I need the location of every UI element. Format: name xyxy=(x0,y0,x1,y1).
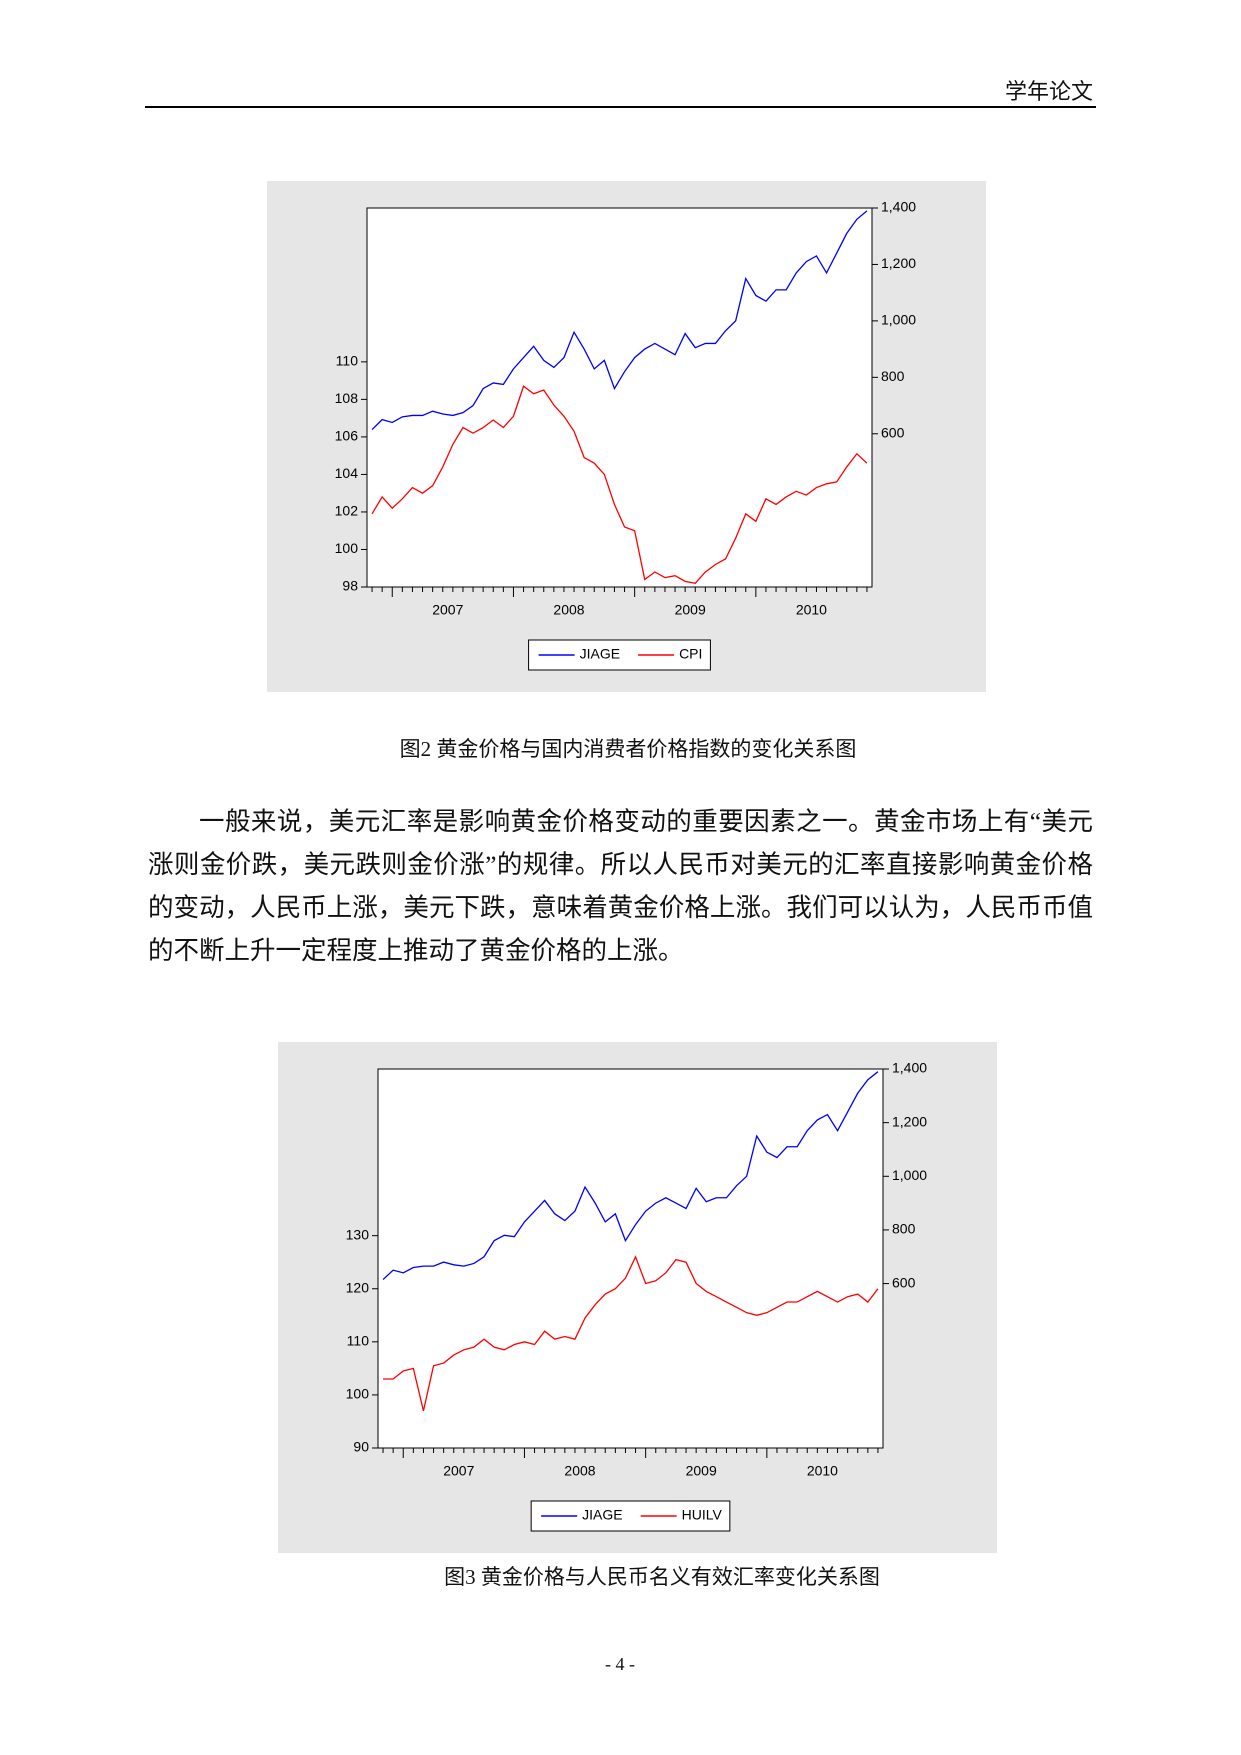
y-tick-label: 110 xyxy=(336,353,359,369)
y2-tick-label: 800 xyxy=(892,1221,916,1237)
y2-tick-label: 1,200 xyxy=(881,255,916,271)
plot-area xyxy=(377,1068,884,1449)
x-tick-label: 2009 xyxy=(675,602,706,618)
series-line xyxy=(371,385,868,584)
y2-tick-label: 1,400 xyxy=(881,199,916,215)
x-tick-label: 2007 xyxy=(432,602,463,618)
y-tick-label: 110 xyxy=(347,1333,370,1349)
y-tick-label: 100 xyxy=(335,540,359,556)
chart: 90 100 110 120 130 600 800 1,000 1,200 1,400 2007 2… xyxy=(346,1060,927,1532)
y2-tick-label: 1,400 xyxy=(892,1060,927,1076)
series-line xyxy=(382,1071,879,1281)
y-tick-label: 104 xyxy=(335,465,359,481)
legend-label: JIAGE xyxy=(580,646,620,662)
y-tick-label: 100 xyxy=(346,1386,370,1402)
y2-tick-label: 1,200 xyxy=(892,1113,927,1129)
body-paragraph: 一般来说，美元汇率是影响黄金价格变动的重要因素之一。黄金市场上有“美元涨则金价跌… xyxy=(148,807,1093,965)
figure-caption: 图2 黄金价格与国内消费者价格指数的变化关系图 xyxy=(399,737,857,761)
y2-tick-label: 1,000 xyxy=(892,1167,927,1183)
x-tick-label: 2008 xyxy=(564,1463,595,1479)
header-title: 学年论文 xyxy=(1004,79,1093,104)
chart: 98 100 102 104 106 108 110 600 800 1,000 1,200 1,40… xyxy=(335,199,916,671)
y-tick-label: 102 xyxy=(335,503,359,519)
y2-tick-label: 1,000 xyxy=(881,312,916,328)
y-tick-label: 106 xyxy=(335,428,359,444)
header-rule xyxy=(145,106,1096,108)
y-tick-label: 120 xyxy=(346,1279,370,1295)
x-tick-label: 2010 xyxy=(796,602,827,618)
legend-label: CPI xyxy=(679,646,702,662)
legend: JIAGE CPI xyxy=(528,639,711,671)
y2-tick-label: 600 xyxy=(892,1274,916,1290)
page-number: - 4 - xyxy=(605,1654,635,1674)
x-tick-label: 2010 xyxy=(807,1463,838,1479)
x-tick-label: 2008 xyxy=(553,602,584,618)
y2-tick-label: 600 xyxy=(881,424,905,440)
y-tick-label: 108 xyxy=(335,390,359,406)
y-tick-label: 98 xyxy=(342,578,358,594)
series-line xyxy=(371,210,868,430)
chart-panel: 98 100 102 104 106 108 110 600 800 1,000 1,200 1,40… xyxy=(267,181,986,692)
series-line xyxy=(383,1255,879,1411)
legend-label: HUILV xyxy=(682,1507,723,1523)
y-tick-label: 130 xyxy=(346,1226,370,1242)
plot-area xyxy=(366,207,873,588)
legend: JIAGE HUILV xyxy=(530,1500,731,1532)
y2-tick-label: 800 xyxy=(881,368,905,384)
y-tick-label: 90 xyxy=(353,1439,369,1455)
figure-caption: 图3 黄金价格与人民币名义有效汇率变化关系图 xyxy=(444,1565,880,1589)
x-tick-label: 2007 xyxy=(443,1463,474,1479)
x-tick-label: 2009 xyxy=(686,1463,717,1479)
legend-label: JIAGE xyxy=(582,1507,622,1523)
chart-panel: 90 100 110 120 130 600 800 1,000 1,200 1,400 2007 2… xyxy=(278,1042,997,1553)
